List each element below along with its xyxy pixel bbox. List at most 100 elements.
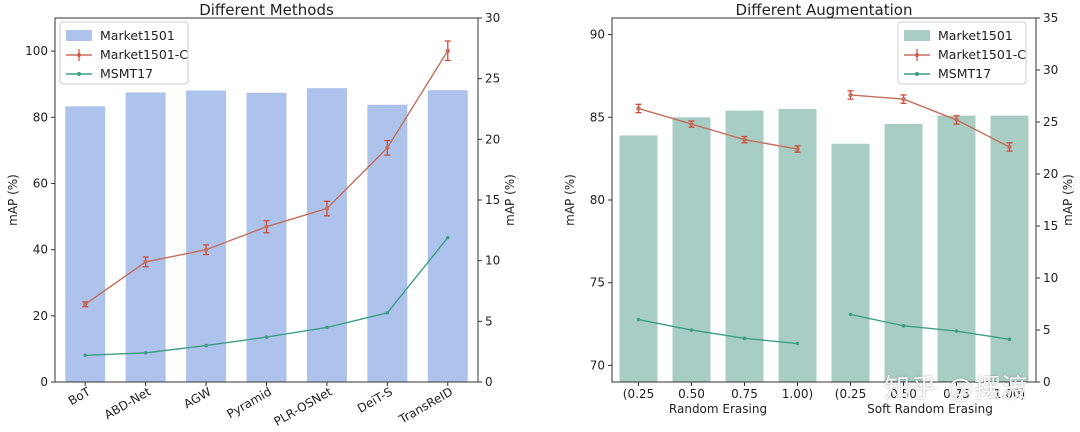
x-tick-label: 0.50 (890, 387, 917, 401)
x-tick-label: ABD-Net (102, 384, 153, 422)
x-tick-label: (0.25 (623, 387, 654, 401)
point-MSMT17-0 (83, 353, 88, 358)
y-axis-label: mAP (%) (563, 174, 577, 226)
group-label: Soft Random Erasing (867, 402, 993, 416)
bar-1 (125, 92, 166, 383)
y-tick-label: 20 (33, 309, 48, 323)
legend: Market1501 Market1501-C MSMT17 (59, 21, 189, 85)
point-MSMT17-5 (901, 324, 906, 328)
point-MSMT17-6 (445, 235, 450, 240)
legend-marker (77, 72, 81, 76)
point-Market1501-C-1 (689, 121, 694, 127)
x-tick-label: 0.75 (731, 387, 758, 401)
x-tick-label: PLR-OSNet (272, 384, 335, 429)
x-tick-label: TransReID (396, 384, 456, 426)
point-MSMT17-1 (143, 351, 148, 355)
y2-tick-label: 20 (485, 132, 500, 146)
series-line-Market1501-C-1 (850, 94, 1010, 148)
point-Market1501-C-1 (143, 259, 148, 265)
point-Market1501-C-3 (795, 146, 800, 152)
chart-different-augmentation: Different Augmentation 70 75 80 85 90 0 5 10 15 20… (563, 1, 1075, 416)
point-MSMT17-3 (795, 341, 800, 346)
y-tick-label: 40 (33, 243, 48, 257)
legend-label: MSMT17 (938, 66, 991, 81)
y-tick-label: 100 (25, 44, 48, 58)
bar-3 (246, 92, 287, 382)
bar-4 (831, 143, 870, 382)
y-tick-label: 0 (40, 375, 48, 389)
y2-tick-label: 30 (485, 11, 500, 25)
y2-axis-label: mAP (%) (1061, 174, 1075, 226)
series-line-MSMT17-0 (638, 318, 798, 345)
point-Market1501-C-4 (848, 92, 853, 98)
y2-tick-label: 5 (485, 314, 493, 328)
bar-2 (725, 110, 764, 383)
legend-label: MSMT17 (100, 66, 153, 81)
legend-label: Market1501 (100, 28, 175, 43)
bar-0 (619, 135, 658, 382)
x-tick-label: AGW (181, 384, 213, 411)
point-Market1501-C-7 (1007, 144, 1012, 150)
y2-tick-label: 20 (1043, 167, 1058, 181)
bar-0 (65, 106, 106, 383)
chart-title: Different Augmentation (736, 1, 913, 19)
chart-title: Different Methods (199, 1, 334, 19)
point-Market1501-C-5 (385, 145, 390, 151)
bar-7 (990, 115, 1029, 383)
y2-tick-label: 0 (485, 375, 493, 389)
series-line-Market1501-C-0 (638, 107, 798, 150)
bar-6 (937, 115, 976, 383)
legend: Market1501 Market1501-C MSMT17 (897, 21, 1027, 85)
x-tick-label: 1.00) (994, 387, 1025, 401)
x-tick-label: 0.75 (943, 387, 970, 401)
y-tick-label: 60 (33, 176, 48, 190)
series-line-MSMT17-1 (850, 313, 1010, 341)
point-Market1501-C-2 (742, 137, 747, 142)
point-MSMT17-6 (954, 329, 959, 333)
y-tick-label: 85 (590, 110, 605, 124)
y2-tick-label: 0 (1043, 375, 1051, 389)
y2-tick-label: 35 (1043, 11, 1058, 25)
point-Market1501-C-3 (264, 224, 269, 229)
point-Market1501-C-0 (83, 302, 88, 307)
x-tick-label: DeiT-S (355, 384, 395, 415)
point-MSMT17-5 (385, 311, 390, 315)
y2-tick-label: 25 (1043, 115, 1058, 129)
point-MSMT17-0 (636, 317, 641, 322)
y-tick-label: 80 (33, 110, 48, 124)
legend-marker (915, 72, 919, 76)
x-tick-label: (0.25 (835, 387, 866, 401)
legend-label: Market1501 (938, 28, 1013, 43)
legend-swatch (904, 30, 930, 41)
y2-tick-label: 15 (1043, 219, 1058, 233)
legend-label: Market1501-C (938, 47, 1026, 62)
watermark: 知乎 @摆渡 (884, 374, 1029, 404)
point-MSMT17-2 (204, 343, 208, 348)
legend-swatch (66, 30, 92, 41)
y-tick-label: 70 (590, 358, 605, 372)
point-MSMT17-3 (264, 335, 269, 339)
bar-4 (306, 88, 347, 383)
bar-5 (884, 123, 923, 383)
y-tick-label: 80 (590, 193, 605, 207)
y2-tick-label: 25 (485, 72, 500, 86)
legend-label: Market1501-C (100, 47, 188, 62)
y2-tick-label: 5 (1043, 323, 1051, 337)
y-axis-label: mAP (%) (6, 174, 20, 226)
point-Market1501-C-0 (636, 106, 641, 111)
point-MSMT17-1 (689, 328, 694, 332)
bar-2 (186, 90, 227, 383)
chart-different-methods: Different Methods 0 20 40 60 80 100 0 5 10 15 20 25 3… (6, 1, 517, 429)
point-Market1501-C-5 (901, 96, 906, 102)
group-label: Random Erasing (669, 402, 767, 416)
x-tick-label: Pyramid (224, 384, 274, 421)
point-Market1501-C-2 (203, 247, 209, 252)
point-MSMT17-7 (1007, 337, 1012, 342)
x-tick-label: 1.00) (782, 387, 813, 401)
y2-tick-label: 10 (485, 254, 500, 268)
y2-axis-label: mAP (%) (503, 174, 517, 226)
y-tick-label: 75 (590, 276, 605, 290)
x-tick-label: BoT (66, 384, 93, 408)
point-MSMT17-4 (325, 325, 329, 330)
